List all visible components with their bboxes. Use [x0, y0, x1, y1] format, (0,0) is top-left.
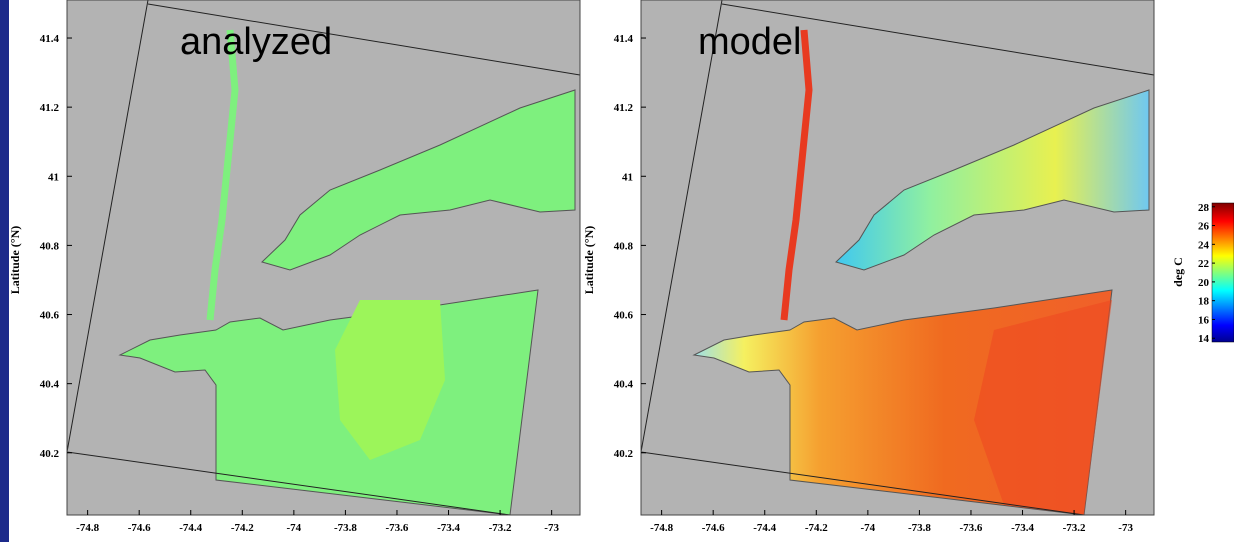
x-tick-label: -74.8: [650, 522, 673, 534]
colorbar-tick-label: 20: [1198, 277, 1210, 289]
y-tick-label: 40.2: [40, 448, 60, 460]
x-tick-label: -74.6: [702, 522, 725, 534]
y-tick-label: 40.4: [40, 379, 60, 391]
map-panel: [67, 0, 580, 515]
x-tick-label: -74: [861, 522, 876, 534]
y-tick-label: 40.2: [614, 448, 634, 460]
x-tick-label: -73: [544, 522, 559, 534]
colorbar-tick-label: 18: [1198, 296, 1210, 308]
x-tick-label: -74.4: [179, 522, 202, 534]
y-tick-label: 41.2: [40, 102, 60, 114]
x-tick-label: -74.4: [753, 522, 776, 534]
colorbar-tick-label: 26: [1198, 221, 1210, 233]
x-tick-label: -73.2: [489, 522, 512, 534]
colorbar-tick-label: 16: [1198, 314, 1210, 326]
y-axis-label: Latitude (°N): [8, 226, 22, 294]
y-tick-label: 40.6: [614, 310, 634, 322]
x-tick-label: -73.6: [960, 522, 983, 534]
x-tick-label: -73.6: [386, 522, 409, 534]
y-tick-label: 40.8: [614, 240, 634, 252]
map-panel: [641, 0, 1154, 515]
y-tick-label: 41.2: [614, 102, 634, 114]
colorbar-tick-label: 14: [1198, 333, 1210, 345]
y-tick-label: 41.4: [614, 33, 634, 45]
y-axis-label: Latitude (°N): [582, 226, 596, 294]
colorbar-tick-label: 28: [1198, 202, 1210, 214]
y-tick-label: 41.4: [40, 33, 60, 45]
y-tick-label: 40.4: [614, 379, 634, 391]
x-tick-label: -73.4: [1011, 522, 1034, 534]
colorbar-tick-label: 24: [1198, 239, 1210, 251]
slide: -74.8 -74.6 -74.4 -74.2 -74 -73.8 -73.6 -73.4 -7…: [0, 0, 1234, 542]
x-tick-label: -74.2: [805, 522, 828, 534]
y-tick-label: 41: [622, 171, 633, 183]
colorbar-label: deg C: [1171, 257, 1185, 287]
y-tick-label: 41: [48, 171, 59, 183]
x-tick-label: -74.2: [231, 522, 254, 534]
panel-annotation: analyzed: [180, 21, 332, 63]
y-tick-label: 40.8: [40, 240, 60, 252]
x-tick-label: -74.6: [128, 522, 151, 534]
panel-annotation: model: [698, 21, 802, 63]
y-tick-label: 40.6: [40, 310, 60, 322]
colorbar: [1212, 203, 1234, 342]
x-tick-label: -73.8: [908, 522, 931, 534]
x-tick-label: -73.8: [334, 522, 357, 534]
x-tick-label: -74.8: [76, 522, 99, 534]
x-tick-label: -73.4: [437, 522, 460, 534]
x-tick-label: -73: [1118, 522, 1133, 534]
x-tick-label: -74: [287, 522, 302, 534]
colorbar-tick-label: 22: [1198, 258, 1210, 270]
x-tick-label: -73.2: [1063, 522, 1086, 534]
